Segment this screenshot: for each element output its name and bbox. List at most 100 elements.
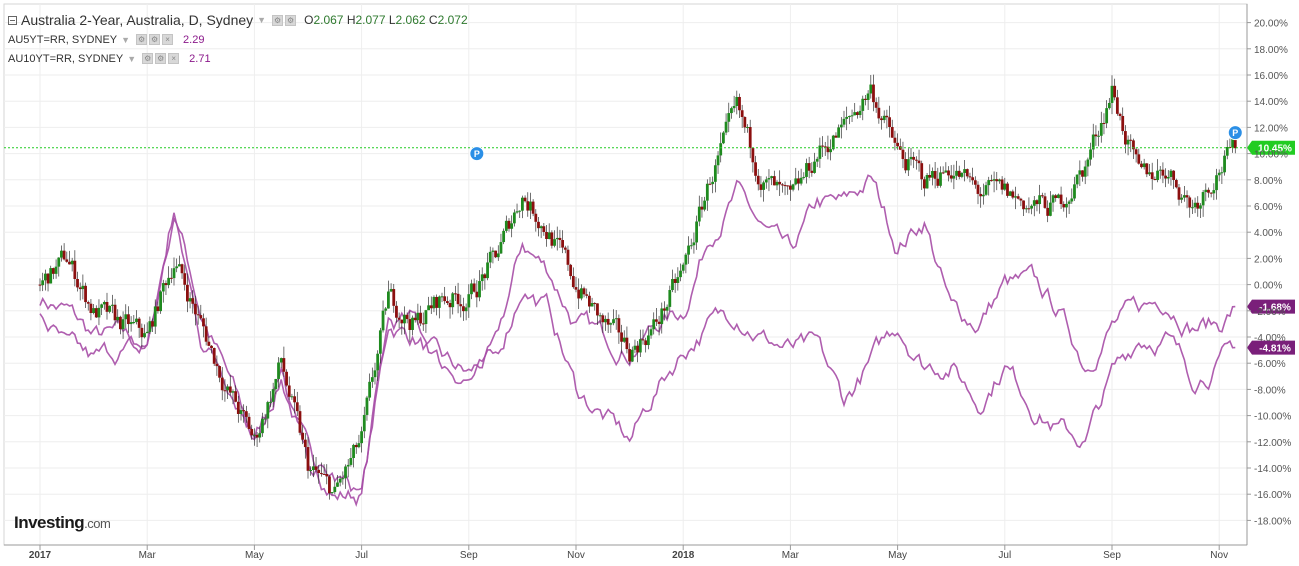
candle: [786, 185, 790, 195]
close-icon[interactable]: ×: [162, 34, 174, 45]
candle: [909, 147, 913, 166]
collapse-icon[interactable]: [8, 15, 17, 25]
candle: [521, 195, 524, 219]
candle: [239, 405, 243, 421]
candle: [1048, 191, 1052, 217]
close-icon[interactable]: ×: [168, 53, 180, 64]
candle: [566, 245, 570, 271]
candle: [770, 175, 774, 186]
candle: [314, 457, 318, 473]
candle: [57, 257, 61, 277]
candle: [186, 273, 189, 313]
candle: [456, 282, 460, 314]
candle: [1148, 164, 1151, 177]
chevron-down-icon[interactable]: ▼: [121, 34, 131, 45]
candle: [376, 350, 380, 381]
candle: [129, 316, 133, 332]
candle: [1132, 138, 1135, 160]
candle: [612, 309, 615, 326]
marker-label: P: [1232, 128, 1238, 138]
candle: [898, 138, 902, 151]
candle: [52, 267, 55, 280]
candle: [663, 301, 666, 321]
candle: [839, 117, 843, 139]
candle: [1070, 188, 1074, 204]
candle: [360, 426, 363, 453]
candle: [872, 74, 875, 112]
candle: [730, 106, 733, 119]
candle: [467, 284, 471, 318]
candle: [416, 303, 420, 326]
candle: [1182, 185, 1186, 202]
candle: [904, 152, 908, 174]
candle: [783, 181, 787, 196]
y-tick-label: 20.00%: [1254, 19, 1288, 30]
candle: [738, 93, 741, 118]
candle: [78, 282, 82, 301]
markers[interactable]: PP: [469, 125, 1243, 162]
candle: [62, 243, 66, 261]
candle: [668, 285, 672, 312]
x-tick-label: Jul: [355, 550, 368, 561]
candle: [917, 149, 921, 172]
candle: [512, 209, 516, 227]
settings-icon[interactable]: ⚙: [285, 14, 297, 26]
x-tick-label: 2017: [29, 550, 52, 561]
candle: [443, 286, 447, 305]
candle: [1191, 199, 1194, 215]
candle: [593, 302, 597, 311]
candle: [687, 236, 690, 264]
candle: [960, 172, 964, 179]
chevron-down-icon[interactable]: ▼: [257, 15, 267, 25]
candle: [38, 278, 42, 292]
candle: [652, 312, 656, 335]
candle: [344, 464, 347, 489]
candle: [1166, 170, 1170, 184]
candle: [628, 343, 631, 365]
event-marker[interactable]: P: [1227, 125, 1243, 141]
settings-icon[interactable]: ⚙: [272, 14, 284, 26]
candle: [965, 168, 969, 179]
candle: [550, 230, 554, 249]
candle: [228, 374, 232, 396]
event-marker[interactable]: P: [469, 146, 485, 162]
candle: [1115, 89, 1119, 116]
candle: [97, 299, 101, 326]
candle: [716, 151, 720, 174]
candle: [177, 255, 181, 267]
series-value: 2.71: [189, 52, 211, 65]
candle: [979, 187, 983, 208]
candle: [633, 339, 637, 354]
candle: [352, 443, 355, 468]
chevron-down-icon[interactable]: ▼: [127, 53, 137, 64]
candle: [258, 426, 262, 443]
candle: [1094, 125, 1098, 146]
candle: [43, 269, 47, 291]
settings-icon[interactable]: ⚙: [136, 34, 148, 45]
candle: [692, 232, 696, 254]
candle: [625, 326, 629, 354]
candle: [928, 164, 932, 181]
candle: [772, 170, 776, 186]
candle: [295, 391, 299, 417]
candle: [990, 174, 993, 182]
chart-legend: Australia 2-Year, Australia, D, Sydney ▼…: [8, 10, 468, 68]
candle: [1180, 194, 1184, 204]
y-tick-label: -4.00%: [1254, 333, 1286, 344]
candle: [601, 313, 605, 333]
candle: [799, 168, 803, 186]
candle: [606, 312, 610, 334]
candle: [545, 225, 548, 247]
candle: [901, 141, 905, 169]
candle: [496, 245, 500, 261]
settings-icon[interactable]: ⚙: [142, 53, 154, 64]
candle: [421, 312, 425, 331]
candle: [735, 90, 739, 115]
settings-icon[interactable]: ⚙: [149, 34, 161, 45]
candle: [462, 297, 465, 321]
candle: [1169, 168, 1173, 186]
settings-icon[interactable]: ⚙: [155, 53, 167, 64]
candle: [941, 166, 945, 175]
